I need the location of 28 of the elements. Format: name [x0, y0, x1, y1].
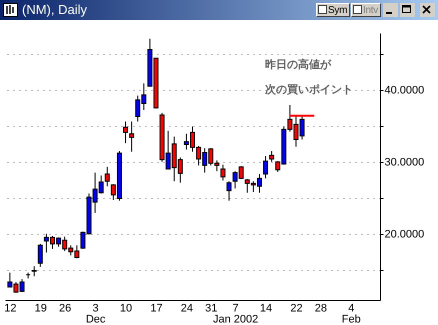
- y-tick-label: 30.0000: [384, 156, 424, 168]
- candlestick: [32, 266, 37, 277]
- x-tick-label: 19: [34, 302, 47, 314]
- candlestick: [226, 180, 232, 202]
- x-tick-label: 4 Feb: [342, 302, 361, 325]
- toggle-button: Intv: [351, 3, 381, 17]
- candlestick: [263, 156, 268, 179]
- annotation: 次の買いポイント: [265, 83, 353, 96]
- chart-title: (NM), Daily: [22, 2, 87, 17]
- candlestick: [220, 164, 226, 182]
- x-tick-label: 12: [4, 302, 16, 314]
- x-tick-label: 31: [205, 302, 218, 314]
- candlestick: [38, 243, 43, 268]
- annotation: 昨日の高値が: [265, 58, 332, 71]
- x-tick-label: 24: [180, 302, 194, 314]
- x-tick-label: 10: [120, 302, 132, 314]
- candlestick: [123, 121, 128, 144]
- candlestick: [129, 121, 134, 152]
- candlestick: [269, 150, 274, 162]
- toggle-button: Sym: [316, 3, 350, 17]
- x-tick-label: 3 Dec: [86, 302, 106, 325]
- x-tick-label: 17: [150, 302, 163, 314]
- x-tick-label: 22: [290, 302, 303, 314]
- y-tick-label: 40.0000: [384, 84, 424, 96]
- x-tick-label: 14: [260, 302, 272, 314]
- x-tick-label: 26: [59, 302, 72, 314]
- y-tick-label: 20.0000: [384, 228, 424, 240]
- x-tick-label: 28: [314, 302, 327, 314]
